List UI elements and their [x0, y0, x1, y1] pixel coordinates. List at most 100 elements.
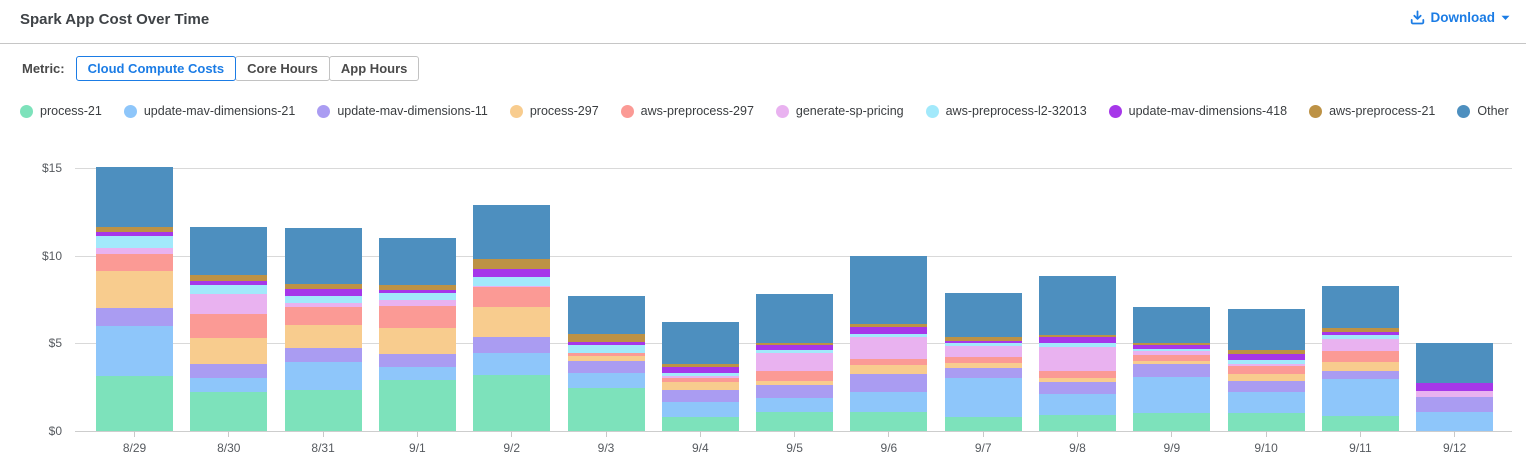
bar-segment-aws-preprocess-21 — [661, 363, 739, 368]
x-axis-label: 9/2 — [503, 441, 521, 455]
bar-segment-generate-sp-pricing — [1039, 346, 1116, 371]
x-axis-tick — [322, 431, 324, 437]
bar-segment-aws-preprocess-21 — [1133, 342, 1211, 346]
bar-segment-update-mav-dimensions-418 — [190, 281, 268, 285]
bar-segment-process-297 — [378, 327, 456, 354]
bar-segment-process-297 — [756, 381, 834, 386]
bar-segment-process-297 — [1321, 361, 1399, 372]
bar-segment-aws-preprocess-21 — [1321, 328, 1399, 332]
stacked-bar-8-30 — [190, 226, 268, 431]
bar-segment-process-21 — [850, 411, 928, 431]
stacked-bar-8-31 — [284, 227, 362, 431]
legend-dot — [1457, 104, 1471, 118]
legend-item-aws-preprocess-297[interactable]: aws-preprocess-297 — [620, 104, 754, 118]
legend-item-update-mav-dimensions-418[interactable]: update-mav-dimensions-418 — [1108, 104, 1288, 118]
y-axis-label: $15 — [41, 161, 62, 175]
bar-segment-process-297 — [284, 324, 362, 348]
bar-segment-process-21 — [190, 391, 268, 431]
bar-segment-update-mav-dimensions-21 — [1416, 411, 1494, 431]
bar-segment-aws-preprocess-21 — [567, 333, 645, 342]
bar-segment-process-297 — [661, 381, 739, 390]
bar-segment-aws-preprocess-l2-32013 — [473, 276, 551, 287]
bar-segment-generate-sp-pricing — [1227, 363, 1305, 367]
bar-segment-aws-preprocess-21 — [284, 283, 362, 290]
x-axis-tick — [1359, 431, 1361, 437]
y-axis-label: $10 — [41, 248, 62, 263]
metric-option-app-hours[interactable]: App Hours — [328, 56, 420, 81]
bar-segment-update-mav-dimensions-418 — [1321, 331, 1399, 335]
legend-item-aws-preprocess-l2-32013[interactable]: aws-preprocess-l2-32013 — [925, 104, 1087, 118]
x-axis-label: 9/4 — [691, 441, 709, 455]
stacked-bar-9-5 — [756, 294, 834, 431]
bar-segment-aws-preprocess-21 — [1039, 334, 1116, 338]
legend-item-process-297[interactable]: process-297 — [509, 104, 599, 118]
x-axis-tick — [416, 431, 418, 437]
legend-dot — [317, 104, 331, 118]
bar-segment-process-297 — [96, 270, 173, 309]
legend-item-other[interactable]: Other — [1457, 104, 1509, 118]
bar-segment-aws-preprocess-l2-32013 — [1133, 348, 1211, 352]
bar-segment-update-mav-dimensions-11 — [284, 347, 362, 362]
bar-segment-process-297 — [473, 307, 551, 338]
bar-segment-process-21 — [96, 375, 173, 431]
bar-segment-generate-sp-pricing — [1416, 390, 1494, 397]
legend-label: aws-preprocess-297 — [640, 104, 754, 118]
x-axis-label: 8/31 — [311, 441, 335, 455]
x-axis-tick — [1454, 431, 1456, 437]
bar-segment-update-mav-dimensions-418 — [850, 326, 928, 334]
metric-button-group: Cloud Compute Costs Core Hours App Hours — [75, 56, 420, 81]
legend-dot — [620, 104, 634, 118]
bar-segment-generate-sp-pricing — [944, 346, 1022, 358]
bar-segment-update-mav-dimensions-11 — [96, 308, 173, 326]
stacked-bar-9-4 — [661, 322, 739, 431]
legend-item-process-21[interactable]: process-21 — [20, 104, 102, 118]
bar-segment-other — [567, 296, 645, 334]
bar-segment-process-21 — [378, 380, 456, 431]
bar-segment-aws-preprocess-297 — [473, 287, 551, 308]
legend-item-generate-sp-pricing[interactable]: generate-sp-pricing — [775, 104, 904, 118]
bar-segment-other — [378, 238, 456, 285]
stacked-bar-9-10 — [1227, 309, 1305, 431]
x-axis-label: 9/8 — [1069, 441, 1086, 455]
bar-segment-other — [473, 204, 551, 260]
metric-toolbar: Metric: Cloud Compute Costs Core Hours App… — [22, 56, 420, 81]
x-axis-tick — [794, 431, 796, 437]
bar-segment-update-mav-dimensions-418 — [567, 341, 645, 345]
legend-label: update-mav-dimensions-418 — [1128, 104, 1288, 118]
legend-item-aws-preprocess-21[interactable]: aws-preprocess-21 — [1309, 104, 1435, 118]
x-axis-label: 8/29 — [122, 441, 147, 455]
bar-segment-aws-preprocess-21 — [190, 275, 268, 282]
bar-segment-other — [850, 255, 928, 325]
x-axis-tick — [888, 431, 890, 437]
bar-segment-process-297 — [1039, 377, 1116, 382]
legend-item-update-mav-dimensions-11[interactable]: update-mav-dimensions-11 — [317, 104, 488, 118]
stacked-bar-9-2 — [473, 204, 551, 431]
stacked-bar-9-8 — [1039, 275, 1116, 431]
bar-segment-update-mav-dimensions-21 — [1227, 391, 1305, 413]
bar-segment-process-297 — [190, 338, 268, 365]
bar-segment-update-mav-dimensions-11 — [944, 367, 1022, 378]
bar-segment-update-mav-dimensions-11 — [473, 337, 551, 353]
metric-option-cloud-compute-costs[interactable]: Cloud Compute Costs — [75, 56, 237, 81]
bar-segment-generate-sp-pricing — [190, 294, 268, 315]
metric-label: Metric: — [22, 61, 65, 76]
bar-segment-generate-sp-pricing — [284, 303, 362, 307]
legend-label: process-297 — [529, 104, 599, 118]
bar-segment-aws-preprocess-297 — [1227, 366, 1305, 375]
legend-label: update-mav-dimensions-21 — [143, 104, 296, 118]
bar-segment-aws-preprocess-l2-32013 — [284, 296, 362, 304]
bar-segment-update-mav-dimensions-418 — [473, 268, 551, 277]
legend-label: process-21 — [40, 104, 102, 118]
bar-segment-aws-preprocess-297 — [1321, 351, 1399, 362]
download-label: Download — [1430, 10, 1496, 25]
bar-segment-other — [944, 293, 1022, 338]
bar-segment-update-mav-dimensions-11 — [378, 353, 456, 367]
metric-option-core-hours[interactable]: Core Hours — [235, 56, 330, 81]
bar-segment-generate-sp-pricing — [378, 299, 456, 306]
stacked-bar-9-11 — [1321, 286, 1399, 431]
legend-item-update-mav-dimensions-21[interactable]: update-mav-dimensions-21 — [123, 104, 296, 118]
download-button[interactable]: Download — [1410, 10, 1511, 25]
x-axis-label: 9/3 — [597, 441, 615, 455]
bar-segment-generate-sp-pricing — [756, 353, 834, 372]
x-axis-label: 9/9 — [1163, 441, 1181, 455]
